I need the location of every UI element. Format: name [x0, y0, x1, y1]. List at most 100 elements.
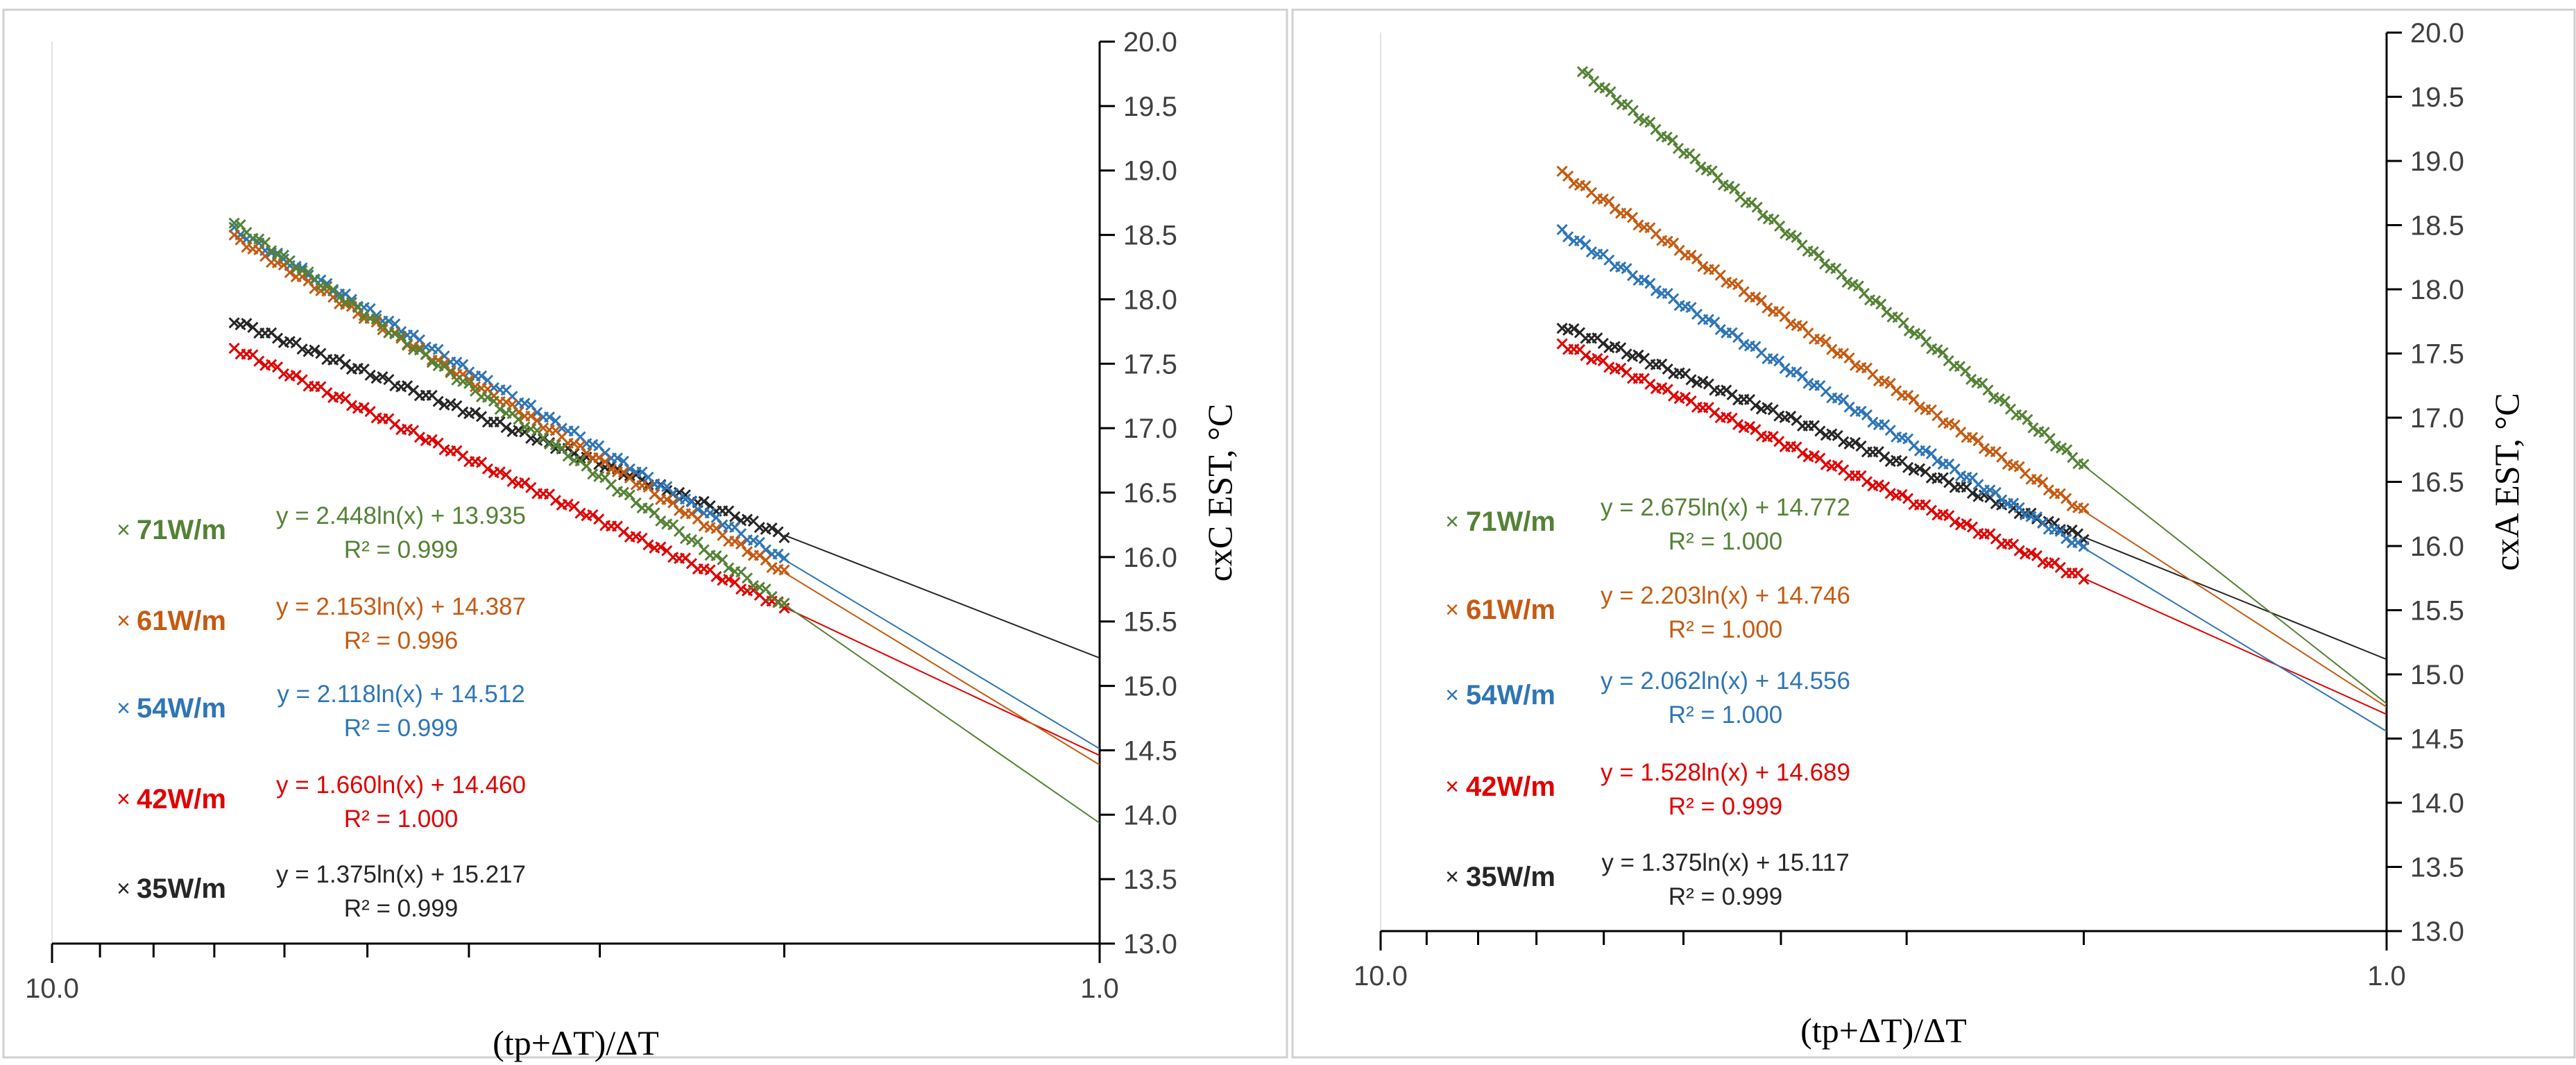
y-tick-label: 18.5	[1123, 221, 1177, 251]
legend-marker-icon: ×	[117, 876, 130, 902]
legend-entry-71W/m: × 71W/m y = 2.675ln(x) + 14.772 R² = 1.000	[1445, 494, 1850, 555]
trendline-71W/m	[783, 604, 1100, 824]
y-tick-label: 17.0	[1123, 414, 1177, 444]
data-markers-71W/m	[1576, 66, 2090, 470]
series-42W/m	[228, 342, 1100, 756]
chart-panel-2: 13.0 13.5 14.0 14.5 15.0 15.5 16.0 16.5 17.0 17.5…	[1291, 8, 2576, 1059]
y-tick-label: 18.0	[1123, 284, 1177, 315]
legend-label: 54W/m	[137, 693, 226, 724]
legend-entry-61W/m: × 61W/m y = 2.203ln(x) + 14.746 R² = 1.000	[1445, 582, 1850, 643]
trendline-equation: y = 2.675ln(x) + 14.772	[1601, 494, 1850, 521]
y-tick-label: 18.0	[2410, 275, 2464, 305]
data-markers-61W/m	[1556, 165, 2090, 514]
trendline-equation: y = 2.153ln(x) + 14.387	[276, 593, 526, 620]
y-tick-label: 19.5	[2410, 83, 2464, 113]
series-71W/m	[1576, 66, 2387, 704]
trendline-equation: y = 2.448ln(x) + 13.935	[276, 502, 526, 529]
trendline-equation: y = 2.203ln(x) + 14.746	[1601, 582, 1850, 609]
series-42W/m	[1556, 338, 2387, 715]
legend-label: 35W/m	[1466, 862, 1555, 892]
legend-entry-71W/m: × 71W/m y = 2.448ln(x) + 13.935 R² = 0.999	[117, 502, 526, 563]
legend-marker-icon: ×	[117, 517, 130, 543]
y-tick-label: 14.5	[1123, 735, 1177, 766]
legend-label: 61W/m	[1466, 595, 1555, 625]
legend-entry-61W/m: × 61W/m y = 2.153ln(x) + 14.387 R² = 0.996	[117, 593, 526, 654]
y-tick-label: 13.5	[1123, 864, 1177, 895]
y-tick-label: 15.5	[1123, 607, 1177, 638]
trendline-71W/m	[2083, 465, 2387, 704]
x-tick-label: 10.0	[1354, 961, 1408, 991]
chart-panel-1: 13.0 13.5 14.0 14.5 15.0 15.5 16.0 16.5 17.0 17.5…	[2, 8, 1288, 1062]
series-35W/m	[1556, 323, 2387, 661]
y-tick-label: 16.0	[1123, 543, 1177, 573]
data-markers-35W/m	[1556, 323, 2090, 545]
trendline-equation: y = 1.375ln(x) + 15.217	[276, 861, 526, 888]
series-61W/m	[228, 229, 1100, 766]
y-tick-label: 18.5	[2410, 211, 2464, 241]
trendline-r-squared: R² = 0.996	[344, 627, 458, 654]
legend-entry-35W/m: × 35W/m y = 1.375ln(x) + 15.217 R² = 0.999	[117, 861, 526, 922]
trendline-equation: y = 2.062ln(x) + 14.556	[1601, 667, 1850, 695]
y-tick-label: 17.5	[2410, 339, 2464, 370]
trendline-r-squared: R² = 1.000	[344, 806, 458, 833]
trendline-61W/m	[783, 572, 1100, 766]
y-tick-label: 19.0	[2410, 146, 2464, 177]
trendline-35W/m	[2083, 536, 2387, 661]
legend-entry-42W/m: × 42W/m y = 1.528ln(x) + 14.689 R² = 0.999	[1445, 759, 1850, 820]
y-tick-label: 17.0	[2410, 403, 2464, 434]
legend-entry-42W/m: × 42W/m y = 1.660ln(x) + 14.460 R² = 1.000	[117, 772, 526, 833]
legend-label: 42W/m	[137, 784, 226, 815]
x-axis-title: (tp+ΔT)/ΔT	[1800, 1011, 1967, 1050]
trendline-42W/m	[784, 606, 1100, 756]
y-tick-label: 19.0	[1123, 156, 1177, 187]
legend-entry-54W/m: × 54W/m y = 2.062ln(x) + 14.556 R² = 1.000	[1445, 667, 1850, 729]
y-tick-label: 19.5	[1123, 92, 1177, 122]
trendline-equation: y = 2.118ln(x) + 14.512	[277, 681, 524, 708]
legend-marker-icon: ×	[1445, 597, 1459, 623]
legend-marker-icon: ×	[117, 695, 130, 722]
y-axis-title: cxC EST, °C	[1200, 404, 1239, 582]
trendline-r-squared: R² = 0.999	[344, 715, 458, 742]
y-tick-label: 16.5	[1123, 478, 1177, 509]
data-markers-71W/m	[228, 217, 790, 609]
x-tick-label: 10.0	[25, 973, 79, 1004]
y-tick-label: 15.0	[2410, 660, 2464, 690]
trendline-r-squared: R² = 0.999	[344, 895, 458, 922]
y-tick-label: 16.5	[2410, 468, 2464, 498]
legend-entry-54W/m: × 54W/m y = 2.118ln(x) + 14.512 R² = 0.999	[117, 681, 525, 742]
y-tick-label: 14.5	[2410, 724, 2464, 755]
trendline-42W/m	[2083, 577, 2387, 715]
x-axis-title: (tp+ΔT)/ΔT	[493, 1023, 659, 1062]
trendline-r-squared: R² = 1.000	[1669, 528, 1782, 555]
y-tick-label: 15.0	[1123, 672, 1177, 702]
legend-entry-35W/m: × 35W/m y = 1.375ln(x) + 15.117 R² = 0.999	[1445, 849, 1850, 910]
legend-label: 71W/m	[137, 515, 226, 545]
data-markers-42W/m	[1556, 338, 2090, 585]
legend-label: 61W/m	[137, 606, 226, 636]
trendline-61W/m	[2083, 510, 2387, 708]
y-tick-label: 16.0	[2410, 531, 2464, 562]
legend-marker-icon: ×	[1445, 864, 1459, 890]
trendline-r-squared: R² = 0.999	[1669, 883, 1782, 910]
legend-marker-icon: ×	[1445, 774, 1459, 800]
data-markers-61W/m	[228, 229, 790, 576]
y-axis-title: cxA EST, °C	[2487, 393, 2526, 571]
trendline-r-squared: R² = 1.000	[1669, 616, 1782, 643]
trendline-r-squared: R² = 1.000	[1669, 701, 1782, 729]
series-54W/m	[1556, 223, 2387, 732]
series-35W/m	[228, 317, 1100, 659]
trendline-equation: y = 1.375ln(x) + 15.117	[1601, 849, 1849, 876]
data-markers-54W/m	[1556, 223, 2090, 552]
series-61W/m	[1556, 165, 2387, 708]
x-tick-label: 1.0	[2367, 961, 2406, 991]
x-tick-label: 1.0	[1080, 973, 1119, 1004]
y-tick-label: 13.0	[2410, 917, 2464, 947]
trendline-equation: y = 1.528ln(x) + 14.689	[1601, 759, 1850, 786]
legend-marker-icon: ×	[1445, 682, 1459, 708]
legend-label: 71W/m	[1466, 506, 1555, 537]
trendline-54W/m	[2083, 547, 2387, 732]
legend-marker-icon: ×	[117, 786, 130, 812]
panel-border	[1291, 8, 2576, 1059]
legend-label: 35W/m	[137, 874, 226, 904]
